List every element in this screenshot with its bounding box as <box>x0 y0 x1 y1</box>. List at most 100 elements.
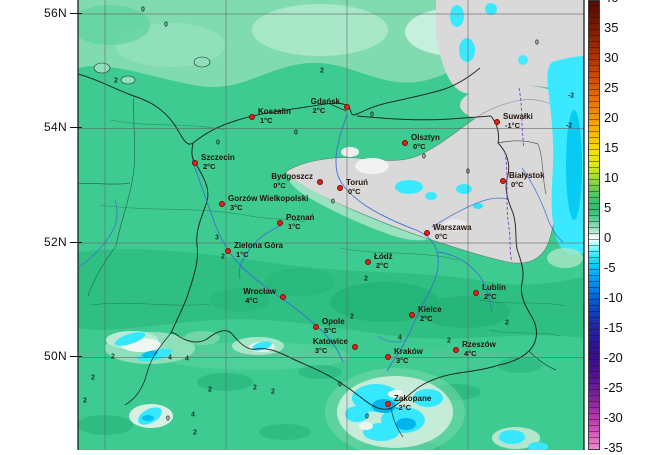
city-temperature: 2°C <box>203 162 216 171</box>
city-name: Poznań <box>286 213 315 222</box>
city-label: Białystok 0°C <box>509 171 545 189</box>
contour-value-label: 2 <box>253 384 257 392</box>
colorbar-tick-label: -15 <box>604 320 623 335</box>
city-dot-icon <box>313 324 319 330</box>
city-label: Olsztyn 0°C <box>411 133 440 151</box>
temperature-colorbar-legend <box>588 0 600 450</box>
graticule <box>78 0 584 450</box>
city-temperature: 2°C <box>484 292 497 301</box>
contour-value-label: 2 <box>320 67 324 75</box>
city-name: Koszalin <box>258 107 291 116</box>
city-dot-icon <box>494 119 500 125</box>
city-dot-icon <box>453 347 459 353</box>
city-name: Katowice <box>312 337 348 346</box>
contour-value-label: 0 <box>365 413 369 421</box>
city-dot-icon <box>249 114 255 120</box>
contour-value-label: 2 <box>91 374 95 382</box>
city-dot-icon <box>385 354 391 360</box>
city-label: Łódź 2°C <box>374 252 393 270</box>
city-label: Gorzów Wielkopolski 3°C <box>228 194 308 212</box>
city-name: Lublin <box>482 283 506 292</box>
contour-value-label: -2 <box>565 122 573 130</box>
city-label: Zielona Góra 1°C <box>234 241 283 259</box>
temperature-shading <box>78 0 584 450</box>
contour-value-label: 2 <box>208 386 212 394</box>
city-label: Katowice 3°C <box>313 337 348 355</box>
contour-value-label: 0 <box>166 415 170 423</box>
latitude-label-text: 54N <box>44 120 67 134</box>
city-dot-icon <box>500 178 506 184</box>
contour-value-label: 0 <box>466 168 470 176</box>
city-dot-icon <box>424 230 430 236</box>
city-temperature: -2°C <box>396 403 412 412</box>
contour-value-label: 2 <box>114 77 118 85</box>
city-label: Gdańsk 2°C <box>311 97 340 115</box>
city-label: Kielce 2°C <box>418 305 442 323</box>
colorbar-tick-label: 20 <box>604 110 619 125</box>
city-dot-icon <box>385 401 391 407</box>
colorbar-tick-label: 40 <box>604 0 618 5</box>
city-dot-icon <box>473 290 479 296</box>
contour-value-label: -2 <box>567 92 575 100</box>
contour-value-label: 2 <box>505 319 509 327</box>
city-dot-icon <box>225 248 231 254</box>
contour-value-label: 4 <box>398 334 402 342</box>
city-temperature: 2°C <box>312 106 326 115</box>
city-dot-icon <box>192 160 198 166</box>
city-label: Koszalin 1°C <box>258 107 291 125</box>
contour-value-label: 2 <box>83 397 87 405</box>
latitude-label-text: 56N <box>44 6 67 20</box>
contour-value-label: 0 <box>141 6 145 14</box>
country-borders <box>78 56 557 438</box>
contour-value-label: 3 <box>215 234 219 242</box>
latitude-tick <box>69 126 82 128</box>
rivers <box>78 113 564 372</box>
contour-value-label: 0 <box>216 139 220 147</box>
map-frame <box>77 0 585 450</box>
latitude-label-text: 52N <box>44 235 67 249</box>
city-dot-icon <box>352 344 358 350</box>
city-temperature: 0°C <box>435 232 448 241</box>
latitude-label-56n: 56N <box>44 6 82 20</box>
colorbar-tick-label: 0 <box>604 230 612 245</box>
city-temperature: 0°C <box>273 181 286 190</box>
contour-value-label: 0 <box>294 129 298 137</box>
city-temperature: 0°C <box>348 187 361 196</box>
city-name: Łódź <box>374 252 393 261</box>
city-temperature: 1°C <box>236 250 249 259</box>
contour-value-label: 2 <box>364 275 368 283</box>
city-temperature: 1°C <box>288 222 301 231</box>
city-name: Olsztyn <box>411 133 440 142</box>
city-label: Warszawa 0°C <box>433 223 471 241</box>
city-name: Opole <box>322 317 345 326</box>
contour-value-label: 0 <box>331 198 335 206</box>
contour-value-label: 4 <box>185 355 189 363</box>
city-name: Kielce <box>418 305 442 314</box>
contour-value-label: 2 <box>193 429 197 437</box>
city-name: Gdańsk <box>310 97 340 106</box>
contour-value-label: 2 <box>111 353 115 361</box>
contour-value-label: 0 <box>422 153 426 161</box>
latitude-label-50n: 50N <box>44 349 82 363</box>
contour-value-label: 2 <box>221 253 225 261</box>
colorbar-tick-label: -25 <box>604 380 623 395</box>
city-label: Poznań 1°C <box>286 213 314 231</box>
latitude-tick <box>69 12 82 14</box>
contour-value-label: 4 <box>168 354 172 362</box>
latitude-tick <box>69 355 82 357</box>
colorbar-tick-label: -10 <box>604 290 623 305</box>
city-name: Zielona Góra <box>234 241 283 250</box>
city-temperature: 0°C <box>511 180 524 189</box>
colorbar-tick-label: 10 <box>604 170 619 185</box>
city-name: Warszawa <box>433 223 472 232</box>
colorbar-tick-label: 15 <box>604 140 619 155</box>
city-temperature: 3°C <box>396 356 409 365</box>
city-name: Białystok <box>509 171 545 180</box>
colorbar-tick-label: 35 <box>604 20 619 35</box>
city-temperature: 1°C <box>260 116 273 125</box>
city-label: Bydgoszcz 0°C <box>271 172 313 190</box>
city-temperature: 4°C <box>245 296 258 305</box>
city-temperature: 0°C <box>413 142 426 151</box>
